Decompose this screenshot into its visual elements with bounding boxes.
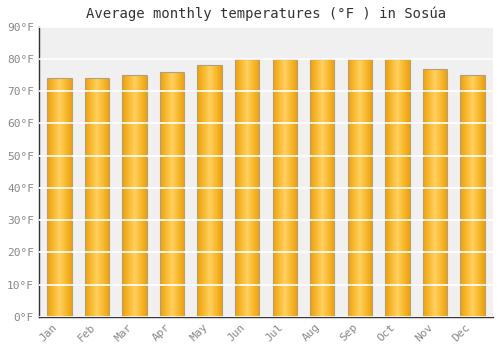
Title: Average monthly temperatures (°F ) in Sosúa: Average monthly temperatures (°F ) in So… (86, 7, 446, 21)
